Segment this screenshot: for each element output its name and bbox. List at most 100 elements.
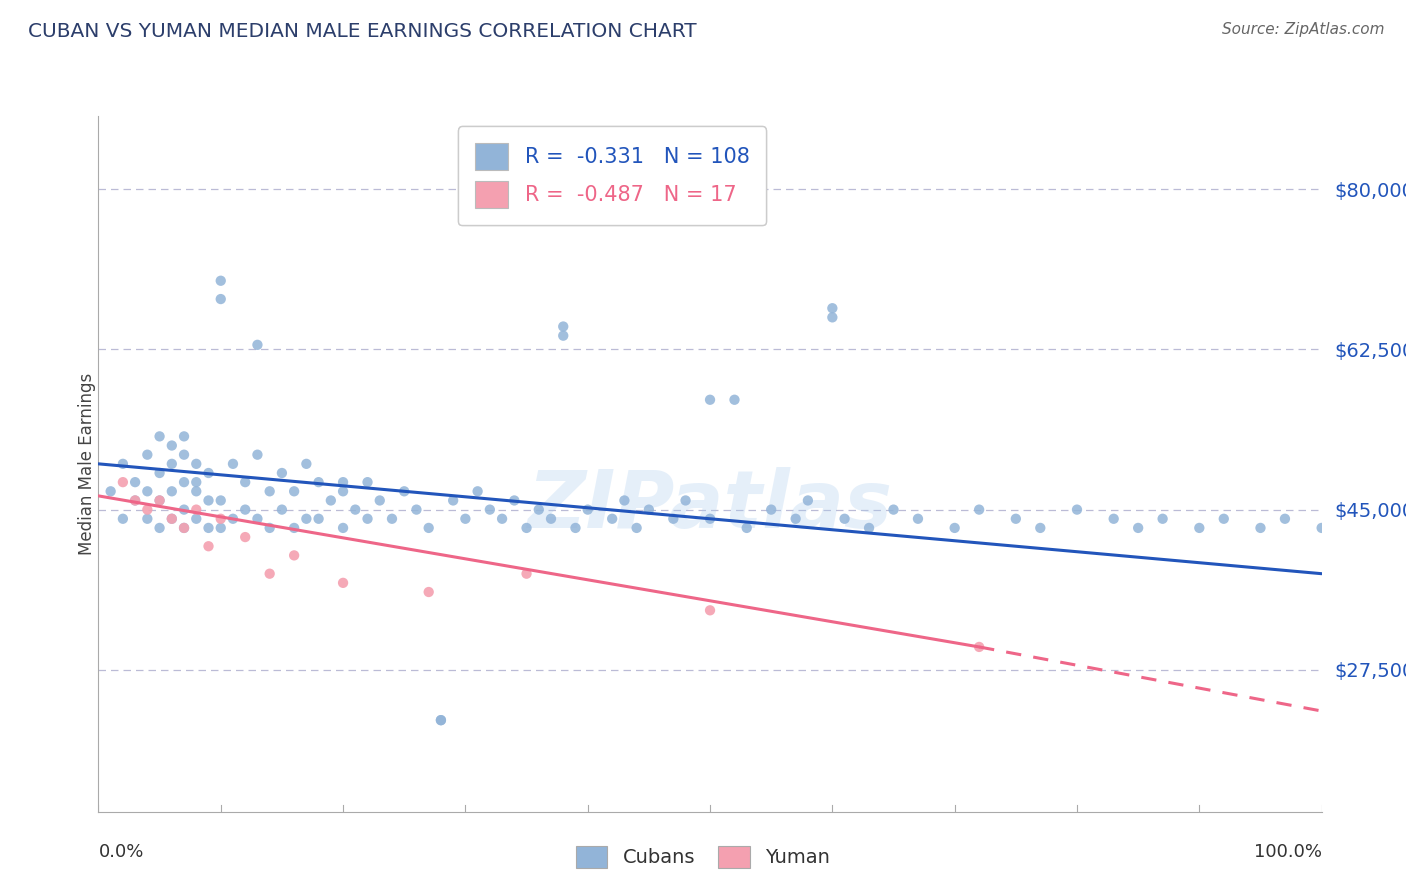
- Point: [332, 475, 354, 490]
- Point: [600, 512, 623, 526]
- Point: [160, 512, 183, 526]
- Point: [454, 512, 477, 526]
- Point: [209, 493, 232, 508]
- Point: [967, 640, 990, 654]
- Point: [821, 301, 844, 316]
- Point: [515, 521, 537, 535]
- Point: [430, 713, 453, 727]
- Legend: R =  -0.331   N = 108, R =  -0.487   N = 17: R = -0.331 N = 108, R = -0.487 N = 17: [458, 127, 766, 225]
- Point: [149, 429, 172, 443]
- Point: [233, 502, 256, 516]
- Point: [186, 484, 208, 499]
- Point: [149, 493, 172, 508]
- Point: [160, 512, 183, 526]
- Point: [1102, 512, 1125, 526]
- Point: [197, 521, 219, 535]
- Point: [197, 466, 219, 480]
- Point: [356, 512, 378, 526]
- Point: [173, 475, 195, 490]
- Point: [100, 484, 122, 499]
- Point: [491, 512, 513, 526]
- Point: [186, 475, 208, 490]
- Point: [1004, 512, 1026, 526]
- Point: [136, 448, 159, 462]
- Point: [222, 457, 245, 471]
- Point: [295, 512, 318, 526]
- Point: [405, 502, 427, 516]
- Point: [418, 585, 440, 599]
- Point: [699, 603, 721, 617]
- Point: [1066, 502, 1088, 516]
- Point: [332, 484, 354, 499]
- Point: [283, 484, 305, 499]
- Point: [160, 484, 183, 499]
- Point: [160, 438, 183, 452]
- Point: [283, 521, 305, 535]
- Point: [186, 502, 208, 516]
- Text: CUBAN VS YUMAN MEDIAN MALE EARNINGS CORRELATION CHART: CUBAN VS YUMAN MEDIAN MALE EARNINGS CORR…: [28, 22, 697, 41]
- Point: [197, 493, 219, 508]
- Point: [675, 493, 697, 508]
- Point: [368, 493, 391, 508]
- Point: [283, 549, 305, 563]
- Point: [186, 457, 208, 471]
- Point: [246, 338, 269, 352]
- Point: [1212, 512, 1234, 526]
- Point: [626, 521, 648, 535]
- Point: [1029, 521, 1052, 535]
- Point: [222, 512, 245, 526]
- Point: [761, 502, 783, 516]
- Point: [319, 493, 342, 508]
- Point: [149, 493, 172, 508]
- Point: [209, 521, 232, 535]
- Point: [723, 392, 745, 407]
- Point: [1188, 521, 1211, 535]
- Text: Source: ZipAtlas.com: Source: ZipAtlas.com: [1222, 22, 1385, 37]
- Point: [332, 575, 354, 590]
- Point: [1152, 512, 1174, 526]
- Point: [111, 475, 134, 490]
- Point: [356, 475, 378, 490]
- Point: [111, 512, 134, 526]
- Point: [149, 521, 172, 535]
- Point: [344, 502, 367, 516]
- Point: [553, 319, 575, 334]
- Point: [515, 566, 537, 581]
- Point: [259, 521, 281, 535]
- Point: [124, 475, 146, 490]
- Point: [1249, 521, 1271, 535]
- Point: [209, 292, 232, 306]
- Point: [576, 502, 599, 516]
- Legend: Cubans, Yuman: Cubans, Yuman: [567, 836, 839, 878]
- Point: [858, 521, 880, 535]
- Point: [1310, 521, 1333, 535]
- Point: [735, 521, 758, 535]
- Text: ZIPatlas: ZIPatlas: [527, 467, 893, 545]
- Text: 100.0%: 100.0%: [1254, 843, 1322, 861]
- Point: [136, 502, 159, 516]
- Point: [699, 512, 721, 526]
- Point: [441, 493, 464, 508]
- Point: [1274, 512, 1296, 526]
- Point: [503, 493, 526, 508]
- Point: [136, 484, 159, 499]
- Point: [797, 493, 820, 508]
- Point: [637, 502, 661, 516]
- Point: [209, 512, 232, 526]
- Point: [111, 457, 134, 471]
- Point: [233, 475, 256, 490]
- Point: [173, 521, 195, 535]
- Point: [564, 521, 586, 535]
- Point: [136, 512, 159, 526]
- Point: [149, 466, 172, 480]
- Point: [430, 713, 453, 727]
- Point: [527, 502, 550, 516]
- Point: [613, 493, 636, 508]
- Point: [418, 521, 440, 535]
- Point: [883, 502, 905, 516]
- Point: [270, 466, 294, 480]
- Point: [392, 484, 416, 499]
- Point: [540, 512, 562, 526]
- Point: [246, 512, 269, 526]
- Point: [186, 512, 208, 526]
